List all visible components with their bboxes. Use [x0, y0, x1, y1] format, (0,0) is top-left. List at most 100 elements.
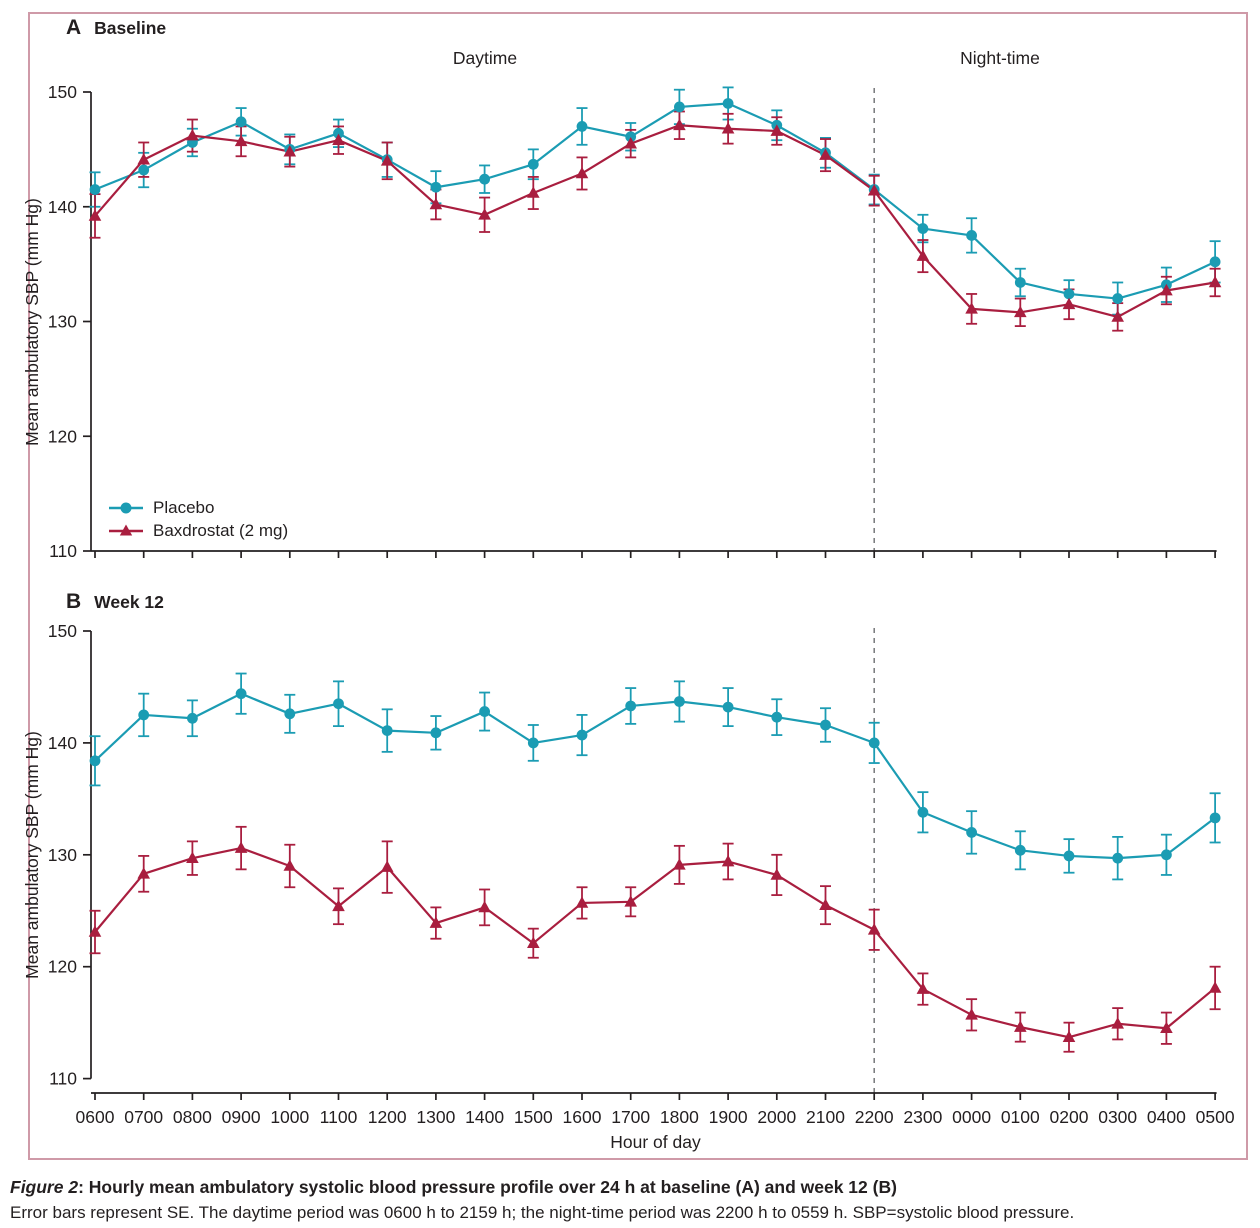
x-tick-label: 1000 — [270, 1107, 309, 1127]
y-tick-label: 120 — [48, 957, 77, 977]
y-tick-label: 140 — [48, 733, 77, 753]
x-tick-label: 2300 — [903, 1107, 942, 1127]
panel-b-title: B Week 12 — [66, 590, 164, 614]
data-point-triangle — [527, 936, 540, 949]
data-point-triangle — [819, 898, 832, 910]
data-point-circle — [430, 727, 442, 739]
data-point-circle — [966, 230, 977, 241]
data-point-triangle — [624, 895, 637, 907]
data-point-triangle — [916, 249, 930, 261]
x-tick-label: 0300 — [1098, 1107, 1137, 1127]
data-point-triangle — [1014, 1020, 1027, 1032]
data-point-triangle — [770, 868, 784, 880]
data-point-triangle — [965, 1008, 978, 1020]
data-point-circle — [235, 688, 247, 700]
y-tick-label: 150 — [48, 621, 77, 641]
data-point-triangle — [137, 153, 150, 165]
data-point-circle — [187, 712, 198, 724]
daytime-region-label: Daytime — [452, 48, 518, 68]
figure-caption: Figure 2: Hourly mean ambulatory systoli… — [10, 1174, 1254, 1226]
data-point-circle — [527, 737, 539, 749]
x-tick-label: 0800 — [173, 1107, 212, 1127]
legend-label-baxdrostat: Baxdrostat (2 mg) — [153, 520, 289, 540]
x-tick-label: 1800 — [660, 1107, 699, 1127]
x-tick-label: 0400 — [1147, 1107, 1186, 1127]
data-point-triangle — [1111, 310, 1124, 322]
data-point-triangle — [186, 129, 199, 141]
data-point-triangle — [1062, 297, 1076, 310]
y-tick-label: 110 — [49, 541, 77, 561]
data-point-circle — [576, 729, 588, 741]
legend-item-placebo: Placebo — [108, 496, 288, 519]
data-point-triangle — [429, 916, 443, 928]
x-tick-label: 2000 — [757, 1107, 796, 1127]
data-point-circle — [138, 709, 150, 721]
data-point-circle — [333, 698, 344, 710]
data-point-circle — [722, 701, 734, 713]
data-point-triangle — [673, 858, 686, 870]
data-point-triangle — [478, 208, 491, 220]
x-tick-label: 1500 — [514, 1107, 553, 1127]
x-tick-label: 1100 — [320, 1107, 358, 1127]
data-point-circle — [1112, 293, 1124, 304]
data-point-circle — [917, 806, 929, 818]
y-tick-label: 120 — [48, 426, 77, 446]
data-point-triangle — [234, 841, 248, 853]
x-tick-label: 1300 — [416, 1107, 455, 1127]
series-line-baxdrostat — [94, 846, 1216, 1039]
data-point-triangle — [721, 122, 735, 134]
baxdrostat-line-triangle-icon — [109, 524, 143, 535]
x-tick-label: 1400 — [465, 1107, 504, 1127]
figure-number: Figure 2 — [10, 1177, 79, 1197]
data-point-triangle — [867, 923, 881, 935]
caption-note: Error bars represent SE. The daytime per… — [10, 1203, 1075, 1223]
data-point-triangle — [380, 154, 394, 166]
data-point-triangle — [478, 900, 491, 913]
data-point-circle — [1209, 812, 1221, 824]
x-tick-label: 1700 — [611, 1107, 650, 1127]
x-tick-label: 0100 — [1001, 1107, 1040, 1127]
data-point-circle — [966, 827, 977, 838]
data-point-triangle — [1160, 283, 1173, 296]
data-point-circle — [625, 131, 637, 143]
data-point-circle — [674, 101, 685, 113]
data-point-circle — [1014, 844, 1026, 856]
y-tick-label: 130 — [48, 312, 77, 332]
data-point-triangle — [1062, 1030, 1076, 1042]
data-point-triangle — [1014, 305, 1027, 318]
series-line-placebo — [94, 102, 1216, 300]
data-point-triangle — [332, 133, 345, 145]
data-point-circle — [89, 755, 101, 767]
figure-frame — [28, 12, 1248, 1160]
legend: Placebo Baxdrostat (2 mg) — [108, 496, 288, 542]
data-point-triangle — [721, 854, 735, 867]
panel-b-label: B — [66, 590, 82, 613]
x-tick-label: 0000 — [952, 1107, 991, 1127]
data-point-triangle — [527, 186, 540, 198]
x-tick-label: 2200 — [855, 1107, 894, 1127]
data-point-triangle — [1208, 275, 1222, 288]
data-point-circle — [917, 223, 929, 234]
data-point-triangle — [1208, 981, 1222, 993]
data-point-triangle — [137, 867, 150, 879]
data-point-circle — [235, 116, 247, 128]
x-tick-label: 0900 — [222, 1107, 261, 1127]
data-point-triangle — [429, 197, 443, 210]
x-tick-label: 0700 — [124, 1107, 163, 1127]
data-point-triangle — [1111, 1017, 1124, 1029]
data-point-circle — [771, 711, 783, 723]
data-point-circle — [820, 719, 831, 731]
data-point-triangle — [867, 184, 881, 196]
x-tick-label: 1600 — [563, 1107, 602, 1127]
panel-a-y-axis-label: Mean ambulatory SBP (mm Hg) — [22, 198, 42, 446]
x-tick-label: 2100 — [806, 1107, 845, 1127]
data-point-triangle — [575, 166, 589, 179]
data-point-triangle — [88, 925, 102, 937]
data-point-circle — [284, 708, 296, 720]
data-point-circle — [381, 725, 393, 736]
data-point-circle — [138, 164, 150, 176]
data-point-circle — [1063, 850, 1075, 862]
placebo-line-circle-icon — [109, 502, 143, 513]
data-point-circle — [479, 706, 490, 717]
nighttime-region-label: Night-time — [960, 48, 1040, 68]
